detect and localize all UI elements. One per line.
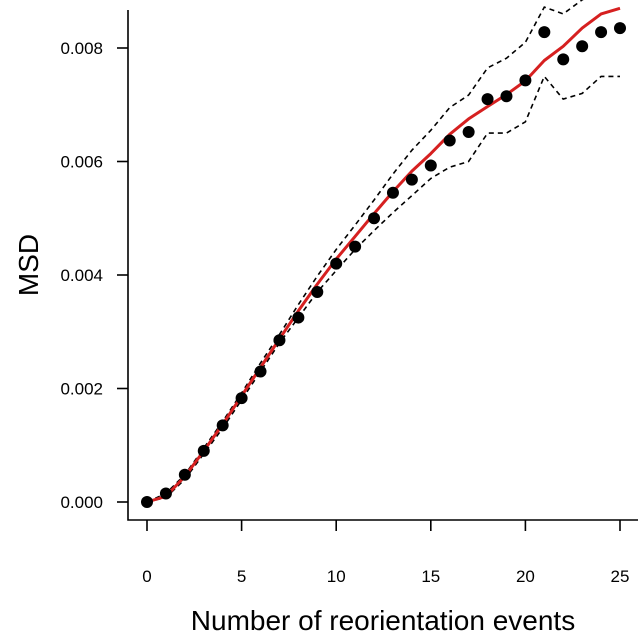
- confidence-band-line: [146, 74, 620, 503]
- y-axis-title: MSD: [13, 234, 44, 296]
- y-axis-line: [127, 10, 638, 521]
- data-point: [141, 496, 153, 508]
- data-point: [368, 212, 381, 225]
- data-point: [519, 74, 532, 87]
- data-point: [159, 487, 172, 500]
- data-point: [311, 286, 324, 299]
- data-point: [424, 159, 437, 172]
- data-point: [386, 186, 399, 199]
- data-point: [254, 365, 267, 378]
- x-tick-label: 15: [421, 567, 440, 586]
- data-point: [538, 26, 551, 39]
- data-point: [330, 257, 343, 270]
- plot-area: [141, 0, 626, 508]
- data-point: [557, 53, 570, 66]
- data-point: [349, 240, 362, 253]
- x-tick-label: 20: [516, 567, 535, 586]
- data-point: [273, 334, 286, 347]
- x-tick-label: 25: [611, 567, 630, 586]
- y-tick-label: 0.004: [60, 266, 103, 285]
- data-point: [197, 444, 210, 457]
- data-point: [595, 26, 608, 39]
- data-point: [500, 90, 513, 103]
- x-axis-title: Number of reorientation events: [191, 605, 575, 636]
- data-point: [576, 40, 589, 53]
- data-point: [235, 392, 248, 405]
- data-point: [481, 93, 494, 106]
- y-tick-label: 0.008: [60, 39, 103, 58]
- y-tick-label: 0.000: [60, 493, 103, 512]
- y-tick-label: 0.002: [60, 380, 103, 399]
- data-point: [443, 134, 456, 147]
- x-tick-label: 10: [327, 567, 346, 586]
- data-point: [292, 311, 305, 324]
- ticks: 0 5 10 15 20 25 0.000 0.002 0.004 0.006 0.008: [60, 39, 629, 586]
- model-line: [146, 6, 621, 504]
- axes: [127, 10, 638, 521]
- data-point: [462, 125, 475, 138]
- confidence-band-line: [146, 0, 584, 503]
- y-tick-label: 0.006: [60, 153, 103, 172]
- data-point: [216, 419, 229, 432]
- data-point: [405, 173, 418, 186]
- x-tick-label: 0: [142, 567, 151, 586]
- data-point: [614, 22, 626, 35]
- data-point: [178, 468, 191, 481]
- x-tick-label: 5: [237, 567, 246, 586]
